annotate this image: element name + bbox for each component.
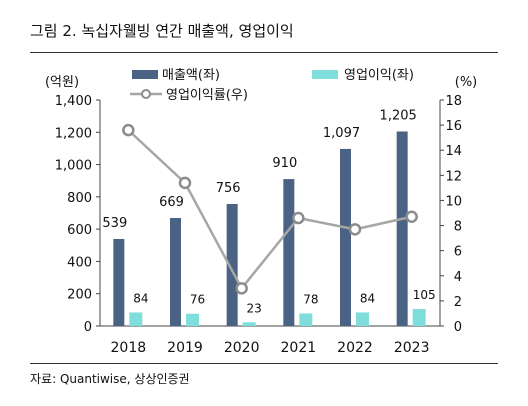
right-tick-label: 16 (445, 119, 462, 134)
x-tick-label: 2023 (394, 340, 430, 356)
x-tick-label: 2018 (111, 340, 147, 356)
operating-profit-data-label: 23 (247, 301, 262, 315)
revenue-data-label: 669 (159, 195, 184, 210)
revenue-data-label: 1,097 (323, 126, 360, 141)
revenue-bar (113, 238, 125, 326)
right-tick-label: 18 (445, 94, 462, 109)
x-tick-label: 2019 (167, 340, 203, 356)
revenue-data-label: 1,205 (380, 108, 417, 123)
left-tick-label: 200 (67, 288, 92, 303)
operating-profit-data-label: 84 (133, 291, 148, 305)
source-note: 자료: Quantiwise, 상상인증권 (30, 372, 190, 386)
operating-margin-point (292, 211, 305, 225)
operating-profit-bar (129, 312, 143, 326)
title-divider (30, 52, 498, 53)
revenue-data-label: 539 (102, 216, 127, 231)
revenue-bar (340, 148, 351, 326)
left-tick-label: 800 (67, 191, 92, 206)
right-tick-label: 8 (454, 220, 462, 235)
x-tick-label: 2022 (337, 340, 373, 356)
chart-title: 그림 2. 녹십자웰빙 연간 매출액, 영업이익 (30, 22, 294, 40)
operating-profit-bar (186, 313, 199, 326)
operating-margin-point (235, 282, 248, 295)
operating-profit-data-label: 105 (413, 288, 436, 302)
right-tick-label: 2 (454, 295, 462, 310)
legend-label-revenue: 매출액(좌) (162, 68, 220, 83)
left-axis-unit: (억원) (45, 75, 79, 90)
right-tick-label: 12 (445, 169, 462, 184)
left-tick-label: 400 (67, 255, 92, 270)
revenue-bar (170, 218, 181, 326)
operating-margin-point (122, 123, 135, 137)
x-tick-label: 2021 (281, 340, 317, 356)
legend-label-operating-profit: 영업이익(좌) (344, 68, 414, 83)
right-tick-label: 10 (445, 194, 462, 209)
right-tick-label: 6 (454, 245, 462, 260)
operating-profit-data-label: 84 (360, 291, 375, 305)
operating-margin-point (348, 223, 362, 236)
legend-label-operating-margin: 영업이익률(우) (166, 88, 248, 103)
legend-swatch-revenue (132, 70, 158, 79)
operating-margin-point (178, 176, 192, 190)
operating-profit-bar (299, 313, 313, 326)
left-tick-label: 1,000 (55, 159, 92, 174)
right-tick-label: 14 (445, 144, 462, 159)
revenue-bar (283, 179, 295, 326)
revenue-bar (396, 131, 408, 326)
left-tick-label: 1,200 (55, 126, 92, 141)
source-divider (30, 363, 498, 364)
operating-profit-bar (412, 309, 426, 326)
legend-swatch-operating-margin-marker (141, 89, 151, 99)
operating-profit-bar (356, 312, 369, 326)
revenue-data-label: 910 (272, 156, 297, 171)
x-tick-label: 2020 (224, 340, 260, 356)
operating-margin-point (405, 210, 418, 224)
left-tick-label: 1,400 (55, 94, 92, 109)
operating-margin-line (127, 129, 412, 291)
operating-profit-data-label: 78 (303, 292, 318, 306)
revenue-data-label: 756 (216, 181, 241, 196)
right-axis-unit: (%) (455, 75, 478, 90)
legend-swatch-operating-profit (312, 70, 338, 79)
revenue-bar (226, 203, 238, 326)
left-tick-label: 600 (67, 223, 92, 238)
right-tick-label: 4 (454, 270, 462, 285)
operating-profit-data-label: 76 (190, 293, 205, 307)
operating-profit-bar (242, 322, 256, 326)
left-tick-label: 0 (84, 320, 92, 335)
right-tick-label: 0 (454, 320, 462, 335)
